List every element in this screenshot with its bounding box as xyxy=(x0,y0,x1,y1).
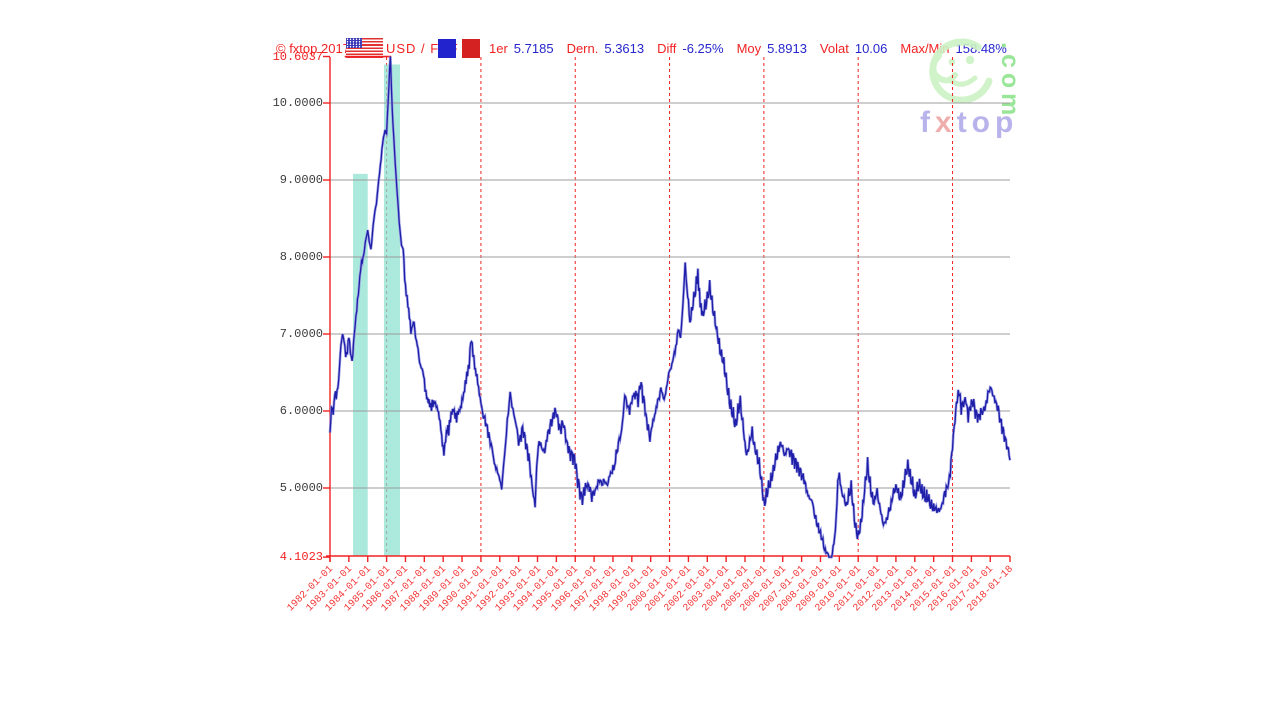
stat-diff: Diff -6.25% xyxy=(657,41,724,56)
stat-last: Dern. 5.3613 xyxy=(566,41,645,56)
watermark-site-text: fxtop xyxy=(920,106,1018,139)
watermark-tld-text: .com xyxy=(996,42,1024,120)
us-flag-icon xyxy=(346,38,383,58)
fxtop-watermark-logo: .com fxtop xyxy=(920,38,1024,139)
stat-average: Moy 5.8913 xyxy=(736,41,807,56)
y-axis-label: 10.0000 xyxy=(272,96,323,110)
y-axis-label: 6.0000 xyxy=(279,404,323,418)
vertical-dashed-gridlines xyxy=(386,57,954,556)
y-axis-label: 4.1023 xyxy=(279,550,323,565)
horizontal-gridlines xyxy=(330,102,1010,489)
smiley-euro-icon xyxy=(929,38,993,104)
stat-first: 1er 5.7185 xyxy=(489,41,554,56)
series-color-swatch-blue xyxy=(438,39,456,58)
y-axis-label: 10.6037 xyxy=(272,49,323,64)
usd-frf-line-series xyxy=(328,56,1012,559)
y-axis-label: 8.0000 xyxy=(279,250,323,264)
y-axis-label: 5.0000 xyxy=(279,481,323,495)
y-axis-label: 7.0000 xyxy=(279,327,323,341)
copyright-text: © fxtop 2017 xyxy=(276,41,350,56)
axes-and-ticks xyxy=(323,55,1011,562)
summary-stats: 1er 5.7185 Dern. 5.3613 Diff -6.25% Moy 5.89… xyxy=(489,41,1020,56)
us-flag-canton xyxy=(346,38,362,48)
y-axis-label: 9.0000 xyxy=(279,173,323,187)
stat-volatility: Volat 10.06 xyxy=(819,41,888,56)
series-color-swatch-red xyxy=(462,39,480,58)
